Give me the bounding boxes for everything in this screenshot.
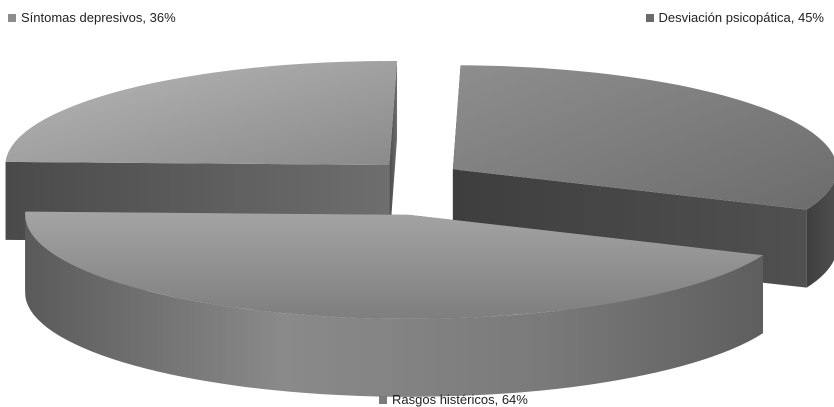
pie-slice-side	[25, 214, 763, 397]
pie-slice-top	[5, 61, 398, 166]
slice-label-swatch	[379, 395, 387, 404]
pie-slice-cut-face	[389, 61, 398, 244]
slice-label-rasgos-histericos: Rasgos histéricos, 64%	[379, 392, 528, 407]
pie-slice-top	[25, 211, 763, 319]
slice-label-swatch	[645, 13, 654, 22]
slice-label-sintomas-depresivos: Síntomas depresivos, 36%	[8, 10, 176, 25]
pie-slice-top	[452, 65, 834, 210]
slice-label-text: Rasgos histéricos, 64%	[392, 392, 528, 407]
slice-label-text: Síntomas depresivos, 36%	[21, 10, 176, 25]
slice-label-desviacion-psicopatica: Desviación psicopática, 45%	[645, 10, 824, 25]
pie-slice-side	[806, 181, 834, 288]
slice-label-text: Desviación psicopática, 45%	[658, 10, 824, 25]
slice-label-swatch	[8, 13, 16, 22]
pie-slice	[25, 211, 763, 397]
